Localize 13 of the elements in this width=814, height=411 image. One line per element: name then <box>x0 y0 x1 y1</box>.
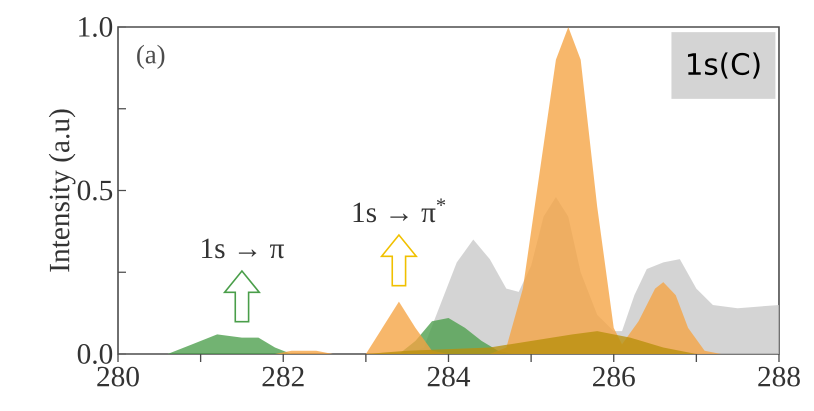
x-tick-label: 280 <box>97 366 139 387</box>
y-axis-title: Intensity (a.u) <box>48 109 76 272</box>
x-tick-label: 288 <box>758 366 800 387</box>
x-tick-label: 284 <box>428 366 470 387</box>
annotation: 1s → π <box>202 238 284 258</box>
x-tick-label: 282 <box>262 366 304 387</box>
annotation: (a) <box>137 44 164 69</box>
annotation: 1s → π$^{*}$ <box>354 198 446 222</box>
y-tick-label: 0.0 <box>78 344 112 364</box>
text: 1s(C) <box>688 52 760 79</box>
y-tick-label: 1.0 <box>79 17 112 37</box>
x-tick-label: 286 <box>593 366 635 387</box>
y-tick-label: 0.5 <box>78 180 112 200</box>
